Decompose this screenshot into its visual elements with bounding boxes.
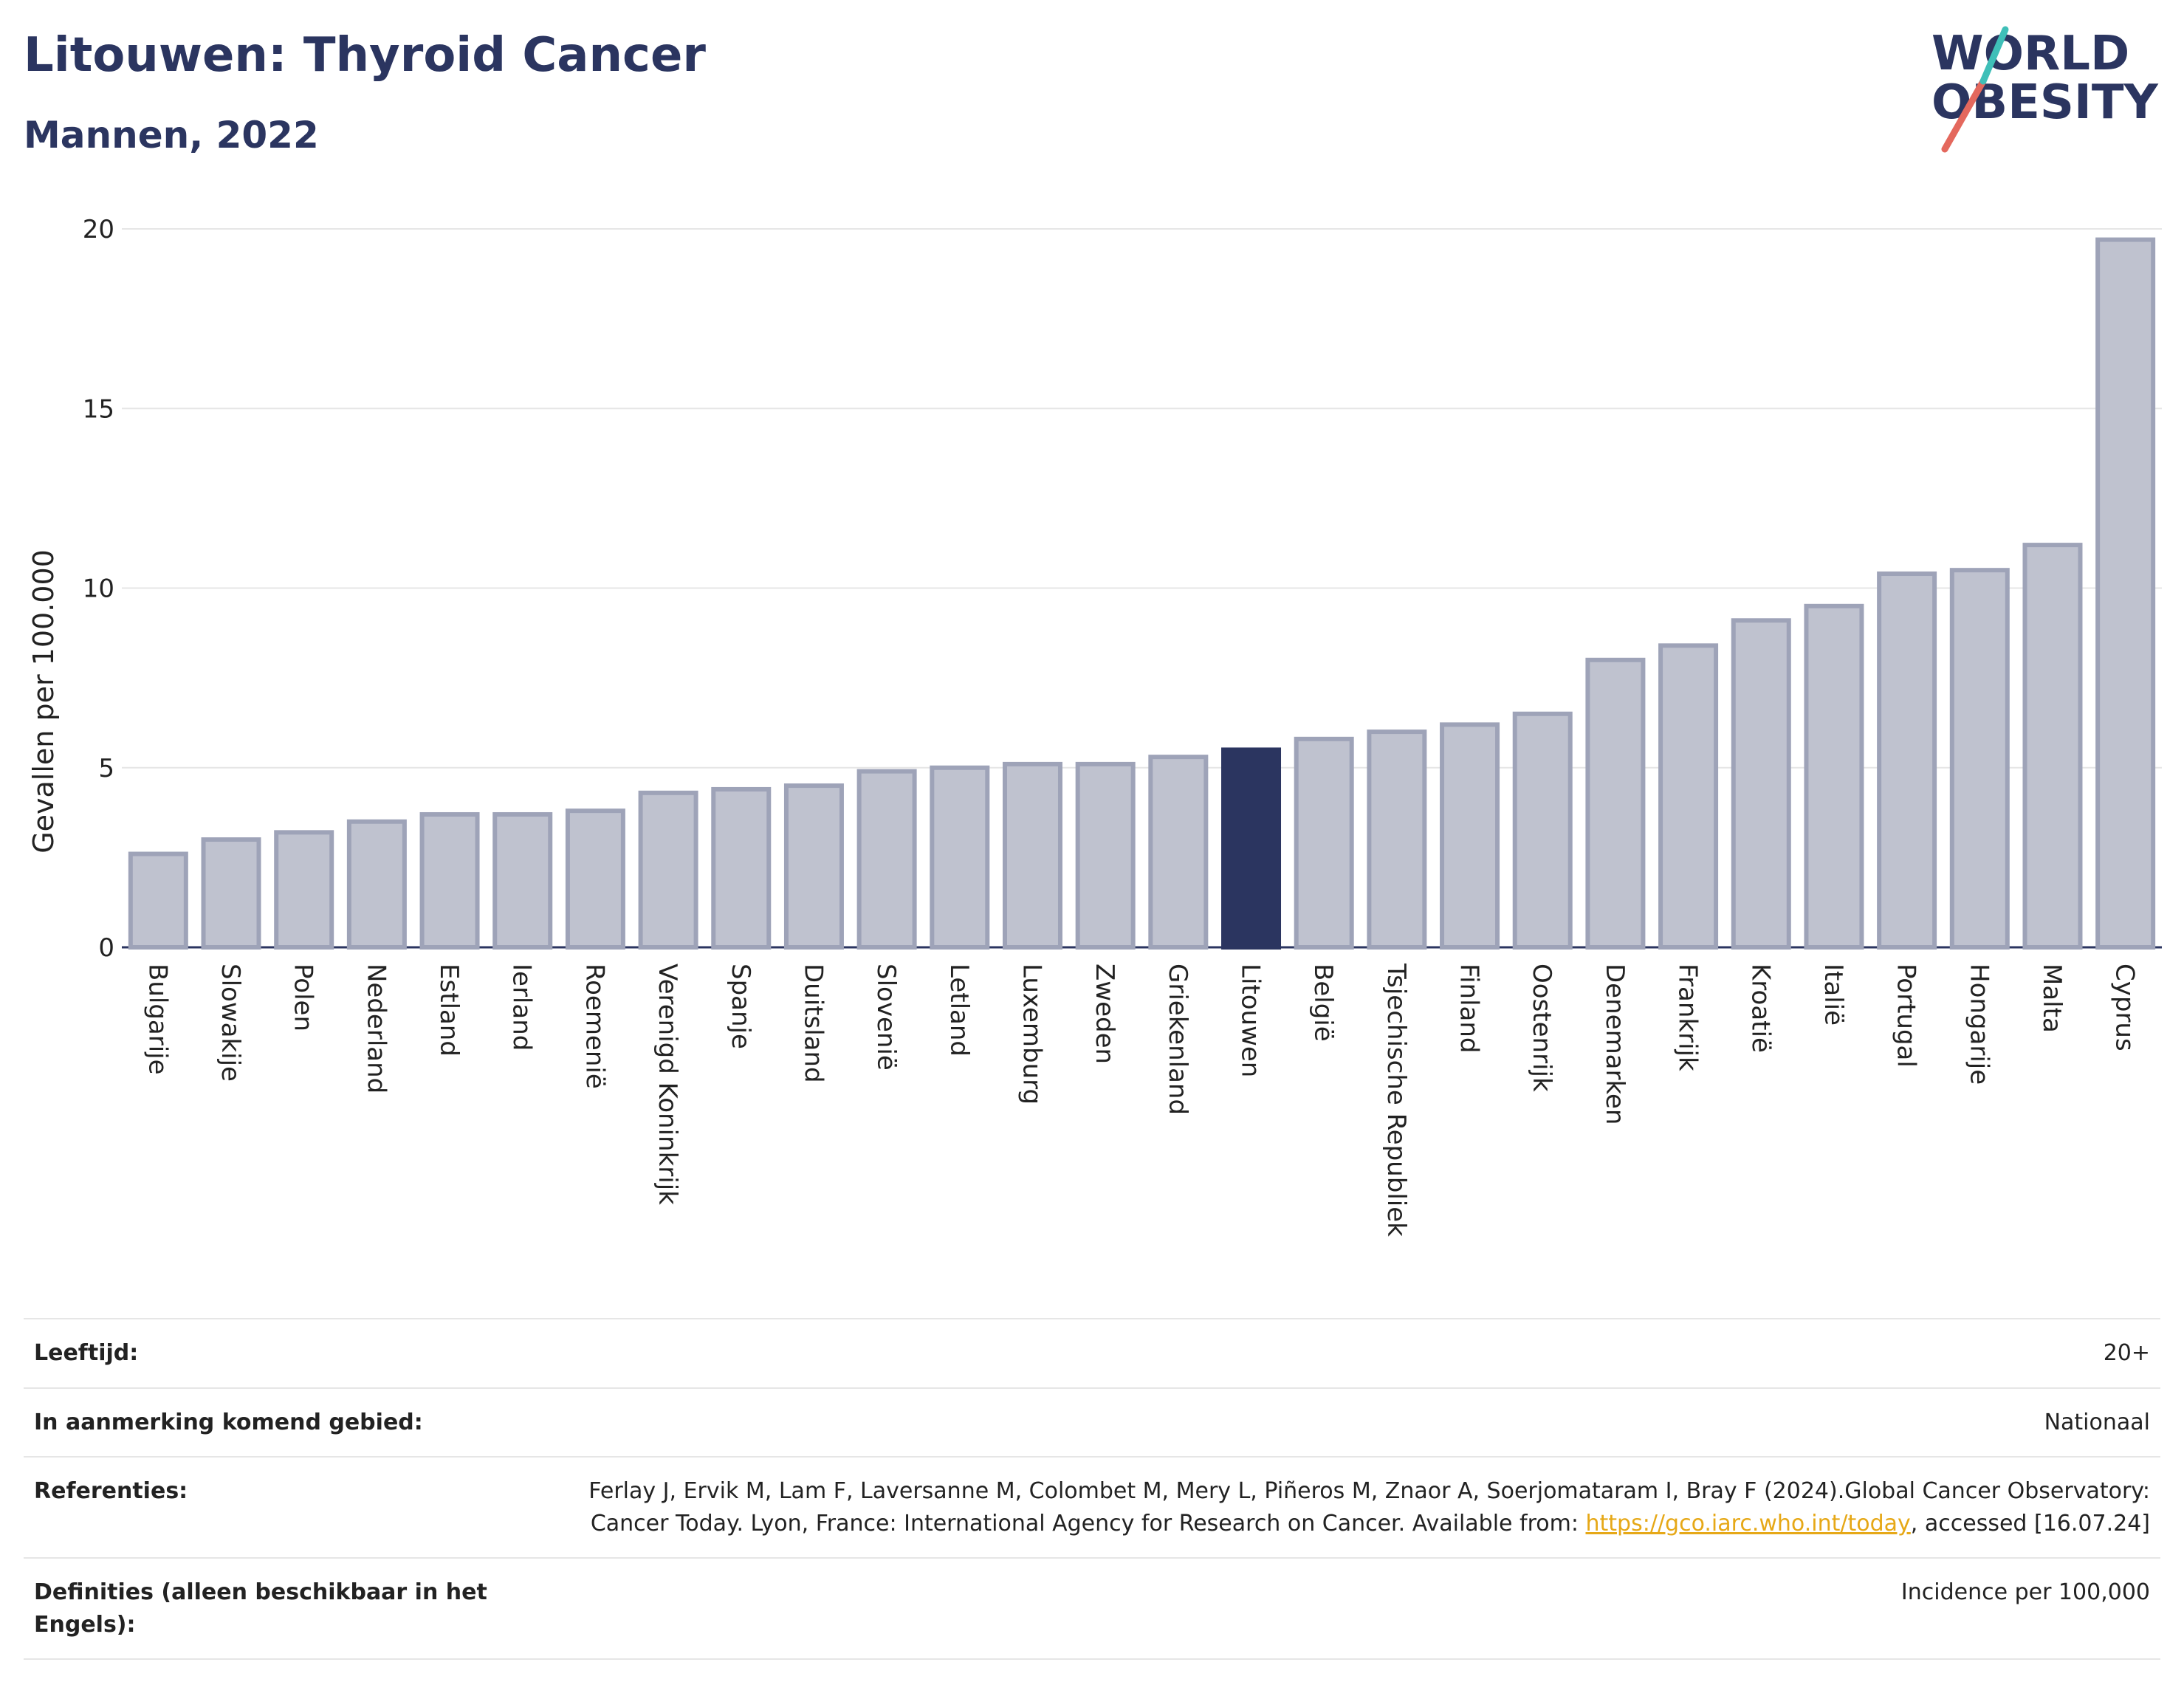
x-tick-label: Oostenrijk: [1527, 964, 1556, 1092]
x-tick-label: Italië: [1819, 964, 1848, 1026]
bar[interactable]: [274, 830, 334, 950]
x-tick-label: Slowakije: [216, 964, 245, 1082]
x-tick-label: Luxemburg: [1017, 964, 1046, 1105]
bar[interactable]: [346, 819, 407, 950]
x-tick-label: Zweden: [1090, 964, 1119, 1064]
x-tick-label: Cyprus: [2110, 964, 2140, 1051]
x-tick-label: Hongarije: [1964, 964, 1994, 1085]
reference-text: Ferlay J, Ervik M, Lam F, Laversanne M, …: [588, 1478, 2150, 1537]
reference-link[interactable]: https://gco.iarc.who.int/today: [1585, 1510, 1911, 1537]
info-value: Incidence per 100,000: [1900, 1579, 2150, 1605]
x-tick-label: Nederland: [361, 964, 391, 1094]
info-label: Referenties:: [34, 1478, 188, 1504]
x-tick-label: Ierland: [507, 964, 537, 1051]
info-row-region: In aanmerking komend gebied: Nationaal: [24, 1387, 2160, 1457]
info-value: Ferlay J, Ervik M, Lam F, Laversanne M, …: [526, 1475, 2150, 1539]
bar-layer: [128, 237, 2156, 950]
info-value: 20+: [2103, 1340, 2150, 1366]
bar[interactable]: [711, 786, 772, 950]
world-obesity-logo: WORLD OBESITY: [1931, 26, 2158, 153]
x-tick-label: Letland: [944, 964, 974, 1057]
x-tick-label: Slovenië: [871, 964, 901, 1071]
bar[interactable]: [128, 851, 188, 950]
x-tick-label: Bulgarije: [142, 964, 172, 1075]
y-tick-label: 0: [98, 933, 114, 963]
bar[interactable]: [565, 808, 625, 950]
bar[interactable]: [1877, 571, 1937, 950]
bar[interactable]: [1002, 761, 1062, 950]
bar[interactable]: [201, 837, 261, 950]
info-row-definitions: Definities (alleen beschikbaar in het En…: [24, 1557, 2160, 1660]
logo-slash-teal: [1979, 26, 2009, 85]
x-tick-label: Verenigd Koninkrijk: [653, 964, 682, 1205]
x-tick-label: Estland: [434, 964, 464, 1057]
logo-slash-coral: [1941, 78, 1987, 153]
bar[interactable]: [1148, 755, 1209, 950]
bar[interactable]: [783, 783, 844, 950]
info-row-references: Referenties: Ferlay J, Ervik M, Lam F, L…: [24, 1456, 2160, 1557]
x-tick-label: Litouwen: [1236, 964, 1266, 1077]
bar[interactable]: [419, 811, 480, 950]
page-subtitle: Mannen, 2022: [24, 114, 319, 157]
x-tick-label: Portugal: [1892, 964, 1921, 1068]
bar[interactable]: [1731, 618, 1791, 950]
bar[interactable]: [856, 769, 917, 950]
y-tick-label: 10: [83, 574, 114, 604]
bar[interactable]: [930, 765, 990, 950]
bar[interactable]: [1294, 736, 1354, 950]
info-label: Definities (alleen beschikbaar in het En…: [34, 1579, 487, 1638]
y-axis-title: Gevallen per 100.000: [27, 549, 60, 854]
x-tick-label: Frankrijk: [1673, 964, 1703, 1071]
x-tick-label: Kroatië: [1745, 964, 1775, 1053]
y-tick-label: 15: [83, 394, 114, 424]
reference-suffix: , accessed [16.07.24]: [1910, 1510, 2150, 1537]
bar[interactable]: [1075, 761, 1136, 950]
bar[interactable]: [1949, 568, 2010, 950]
bar[interactable]: [492, 811, 553, 950]
page-title: Litouwen: Thyroid Cancer: [24, 28, 706, 83]
info-value: Nationaal: [2044, 1409, 2150, 1435]
bar[interactable]: [638, 790, 698, 950]
x-tick-label: Tsjechische Republiek: [1381, 963, 1411, 1237]
label-layer: 0 5 10 15 20 Bulgarije Slowakije Polen Nederland…: [83, 215, 2140, 1237]
bar[interactable]: [1804, 603, 1864, 950]
bar[interactable]: [1585, 657, 1646, 950]
header: Litouwen: Thyroid Cancer Mannen, 2022: [24, 30, 1796, 157]
bar[interactable]: [1440, 722, 1500, 950]
x-tick-label: Duitsland: [798, 964, 828, 1083]
x-tick-label: Spanje: [726, 964, 755, 1049]
bar-highlight[interactable]: [1221, 747, 1282, 950]
info-label: In aanmerking komend gebied:: [34, 1409, 423, 1435]
y-tick-label: 20: [83, 215, 114, 244]
bar[interactable]: [1512, 711, 1573, 950]
y-tick-label: 5: [98, 754, 114, 783]
x-tick-label: België: [1308, 964, 1338, 1042]
bar[interactable]: [2095, 237, 2156, 950]
logo-line1: WORLD: [1931, 27, 2129, 81]
bar-chart: 0 5 10 15 20 Bulgarije Slowakije Polen Nederland…: [27, 215, 2162, 1237]
x-tick-label: Roemenië: [580, 964, 609, 1089]
info-row-age: Leeftijd: 20+: [24, 1318, 2160, 1387]
bar[interactable]: [1658, 643, 1719, 950]
info-label: Leeftijd:: [34, 1340, 139, 1366]
logo-line2: OBESITY: [1931, 75, 2158, 130]
bar[interactable]: [1367, 729, 1427, 950]
x-tick-label: Denemarken: [1600, 964, 1630, 1125]
info-table: Leeftijd: 20+ In aanmerking komend gebie…: [24, 1318, 2160, 1660]
x-tick-label: Malta: [2037, 964, 2067, 1033]
x-tick-label: Griekenland: [1163, 964, 1192, 1115]
x-tick-label: Finland: [1455, 964, 1484, 1054]
x-tick-label: Polen: [289, 964, 318, 1031]
bar[interactable]: [2022, 543, 2083, 950]
